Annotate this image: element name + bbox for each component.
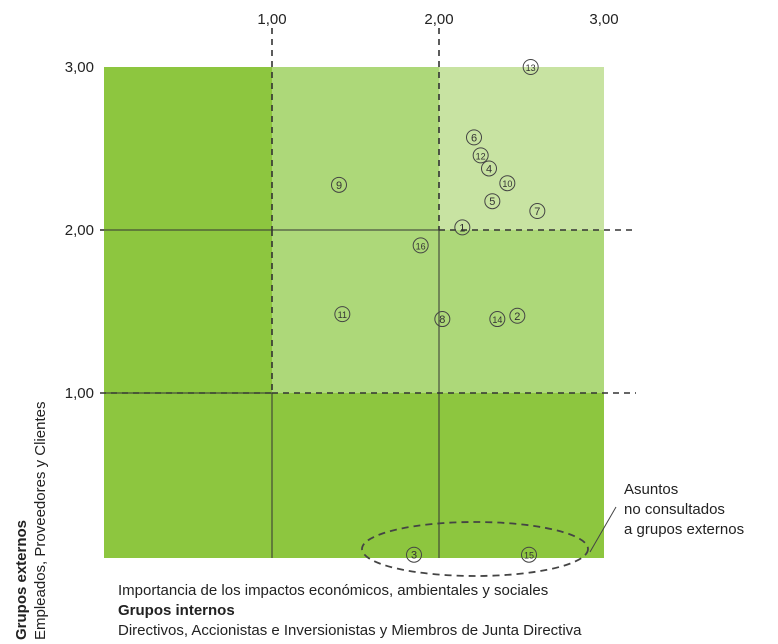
data-point-label: 2	[514, 311, 520, 323]
data-point-marker	[509, 307, 526, 324]
data-point-marker	[454, 219, 471, 236]
x-axis-label: Importancia de los impactos económicos, …	[118, 582, 549, 599]
zone-0-1	[104, 230, 272, 393]
y-tick-label: 2,00	[65, 222, 94, 239]
annotation-text: Asuntos no consultados a grupos externos	[624, 480, 778, 540]
data-point-label: 13	[526, 63, 536, 73]
data-point-marker	[406, 546, 422, 563]
data-point-marker	[521, 546, 537, 563]
data-point-label: 10	[502, 179, 512, 189]
data-point-13: 13	[522, 59, 539, 75]
data-point-10: 10	[499, 175, 516, 192]
data-point-marker	[529, 203, 546, 220]
data-point-label: 5	[489, 196, 495, 208]
zone-2-2	[439, 67, 604, 230]
gridlines	[100, 28, 636, 558]
data-point-11: 11	[334, 306, 351, 323]
x-tick-label: 3,00	[589, 11, 618, 28]
data-point-15: 15	[521, 546, 537, 563]
data-point-marker	[481, 160, 497, 177]
data-point-5: 5	[484, 193, 501, 210]
data-point-9: 9	[331, 176, 347, 193]
x-tick-label: 2,00	[424, 11, 453, 28]
data-point-8: 8	[434, 311, 451, 328]
tick-labels: 1,00 2,00 3,00 1,00 2,00 3,00	[65, 11, 619, 402]
data-point-label: 3	[411, 550, 417, 562]
annotation-line-3: a grupos externos	[624, 521, 745, 538]
y-group-title: Grupos externos	[13, 519, 30, 640]
data-point-label: 15	[524, 551, 534, 561]
data-point-label: 16	[416, 241, 426, 251]
annotation-ellipse	[361, 521, 589, 577]
zone-backgrounds	[104, 67, 604, 558]
zone-0-2	[104, 67, 272, 230]
data-point-2: 2	[509, 307, 526, 324]
data-point-marker	[522, 59, 539, 75]
y-tick-label: 1,00	[65, 385, 94, 402]
data-point-1: 1	[454, 219, 471, 236]
y-axis-label: Grupos externos Empleados, Proveedores y…	[12, 402, 50, 640]
y-group-subtitle: Empleados, Proveedores y Clientes	[32, 401, 49, 640]
data-point-marker	[489, 311, 506, 328]
zone-1-2	[272, 67, 439, 230]
data-point-marker	[499, 175, 516, 192]
data-point-label: 1	[459, 222, 465, 234]
data-point-14: 14	[489, 311, 506, 328]
zone-1-1	[272, 230, 439, 393]
annotation-shapes	[361, 506, 617, 577]
annotation-line-1: Asuntos	[624, 481, 679, 498]
x-group-title: Grupos internos	[118, 602, 235, 619]
data-point-4: 4	[481, 160, 497, 177]
x-group-subtitle: Directivos, Accionistas e Inversionistas…	[118, 622, 582, 639]
data-point-12: 12	[472, 147, 489, 164]
data-point-6: 6	[466, 129, 482, 146]
data-point-label: 6	[471, 132, 477, 144]
data-point-3: 3	[406, 546, 422, 563]
data-point-label: 14	[492, 315, 502, 325]
data-point-label: 4	[486, 163, 492, 175]
zone-0-0	[104, 393, 272, 558]
data-point-marker	[466, 129, 482, 146]
data-point-label: 11	[338, 310, 347, 320]
zone-2-0	[439, 393, 604, 558]
y-tick-label: 3,00	[65, 59, 94, 76]
zone-1-0	[272, 393, 439, 558]
data-point-marker	[412, 237, 429, 254]
annotation-line-2: no consultados	[624, 501, 725, 518]
data-point-label: 8	[439, 314, 445, 326]
data-point-label: 9	[336, 180, 342, 192]
data-point-7: 7	[529, 203, 546, 220]
annotation-pointer	[589, 506, 617, 553]
data-point-marker	[334, 306, 351, 323]
data-point-label: 12	[476, 151, 486, 161]
data-point-label: 7	[534, 206, 540, 218]
x-tick-label: 1,00	[257, 11, 286, 28]
data-point-marker	[434, 311, 451, 328]
data-point-marker	[484, 193, 501, 210]
data-point-16: 16	[412, 237, 429, 254]
zone-2-1	[439, 230, 604, 393]
data-point-marker	[472, 147, 489, 164]
data-point-marker	[331, 176, 347, 193]
y-axis-label-container: Grupos externos Empleados, Proveedores y…	[8, 0, 50, 644]
